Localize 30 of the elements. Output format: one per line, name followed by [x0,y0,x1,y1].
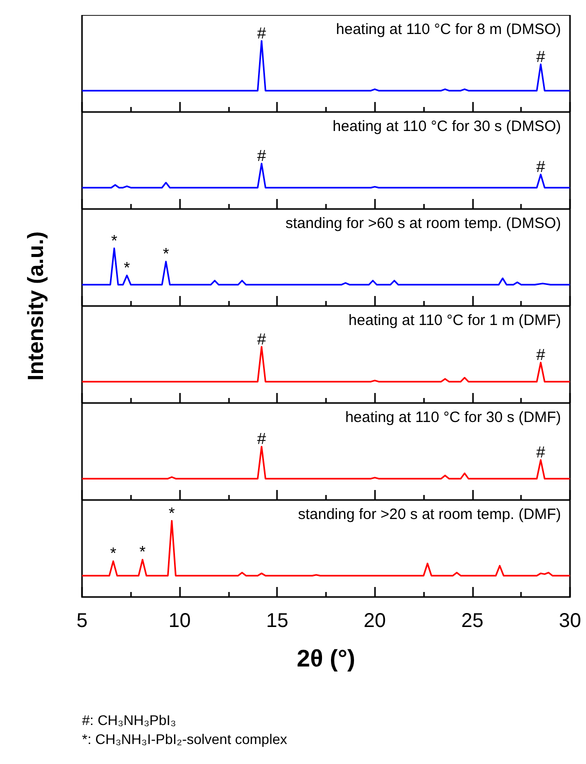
chart-title: heating at 110 °C for 1 m (DMF) [348,312,562,329]
annotation: # [536,48,546,66]
annotation: # [536,347,546,364]
x-tick-label: 5 [76,610,88,632]
annotation: * [139,544,146,562]
annotation: # [257,331,266,348]
chart-title: heating at 110 °C for 30 s (DMF) [345,409,562,426]
annotation: * [110,546,116,563]
annotation: # [257,148,266,166]
annotation: * [168,505,175,522]
x-axis-title: 2θ (°) [296,646,356,672]
x-tick-label: 10 [168,610,191,632]
x-tick-label: 15 [266,610,288,632]
x-tick-label: 25 [461,610,484,632]
chart-title: heating at 110 °C for 8 m (DMSO) [336,21,562,38]
annotation: # [536,158,546,176]
annotation: # [257,431,266,448]
chart-title: heating at 110 °C for 30 s (DMSO) [332,118,562,135]
y-axis-title: Intensity (a.u.) [23,231,49,381]
text: *: CH₃NH₃I-PbI₂-solvent complex [82,730,288,749]
x-tick-label: 20 [364,610,386,632]
chart-title: standing for >20 s at room temp. (DMF) [298,506,562,523]
annotation: # [257,25,266,42]
x-tick-label: 30 [558,610,582,632]
annotation: * [111,232,118,250]
annotation: * [162,246,170,264]
annotation: * [124,260,130,277]
text: #: CH₃NH₃PbI₃ [82,711,178,730]
chart-title: standing for >60 s at room temp. (DMSO) [285,215,562,232]
annotation: # [536,444,546,462]
